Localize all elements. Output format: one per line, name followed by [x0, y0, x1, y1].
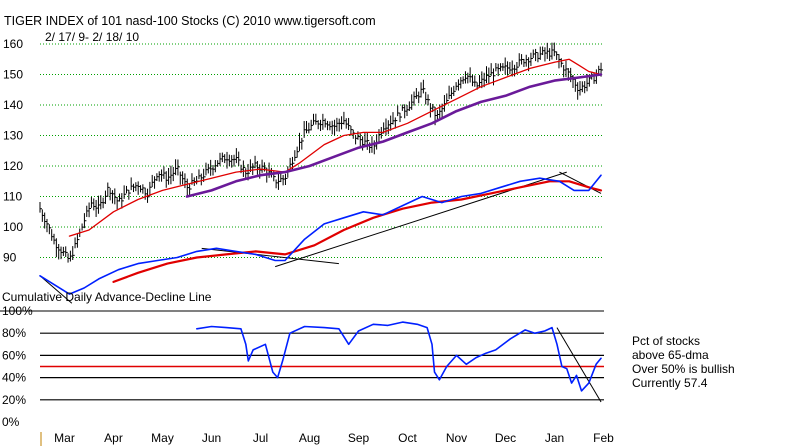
x-tick-label: Aug [299, 431, 320, 445]
pct-note-line2: above 65-dma [632, 348, 709, 362]
price-tick-label: 90 [3, 251, 17, 265]
pct-tick-label: 40% [2, 371, 26, 385]
pct-tick-label: 20% [2, 393, 26, 407]
pct-trend-line [556, 327, 602, 403]
x-tick-label: Dec [495, 431, 516, 445]
pct-note-current: Currently 57.4 [632, 376, 707, 390]
price-tick-label: 160 [3, 37, 23, 51]
price-tick-label: 120 [3, 159, 23, 173]
x-tick-label: May [151, 431, 174, 445]
adl-line [39, 174, 602, 295]
pct-tick-label: 60% [2, 348, 26, 362]
date-range: 2/ 17/ 9- 2/ 18/ 10 [45, 30, 140, 44]
x-tick-label: Nov [446, 431, 467, 445]
adl-trend-line [39, 275, 73, 304]
price-tick-label: 100 [3, 220, 23, 234]
adl-trend-line [559, 171, 602, 194]
current-label: Currently [632, 376, 681, 390]
pct-note-line1: Pct of stocks [632, 334, 701, 348]
current-value: 57.4 [684, 376, 708, 390]
x-tick-label: Jan [545, 431, 564, 445]
chart-title: TIGER INDEX of 101 nasd-100 Stocks (C) 2… [4, 14, 376, 28]
adl-panel-label: Cumulative Daily Advance-Decline Line [2, 290, 212, 304]
pct-tick-label: 80% [2, 326, 26, 340]
pct-line [196, 321, 602, 392]
x-tick-label: Feb [593, 431, 614, 445]
x-tick-label: Oct [398, 431, 417, 445]
price-tick-label: 130 [3, 129, 23, 143]
pct-tick-label: 0% [2, 415, 20, 429]
pct-note-bullish: Over 50% is bullish [632, 362, 735, 376]
price-bars [39, 42, 604, 263]
price-ma-red [68, 58, 602, 237]
price-ma-purple [185, 73, 603, 198]
x-tick-label: Sep [348, 431, 370, 445]
adl-trend-line [201, 247, 339, 265]
pct-tick-label: 100% [2, 304, 33, 318]
x-tick-label: Jun [202, 431, 221, 445]
adl-moving-average [112, 180, 603, 283]
price-tick-label: 140 [3, 98, 23, 112]
x-tick-label: Jul [253, 431, 268, 445]
price-tick-label: 110 [3, 190, 22, 204]
x-tick-label: Mar [54, 431, 75, 445]
price-tick-label: 150 [3, 68, 23, 82]
x-tick-label: Apr [104, 431, 123, 445]
